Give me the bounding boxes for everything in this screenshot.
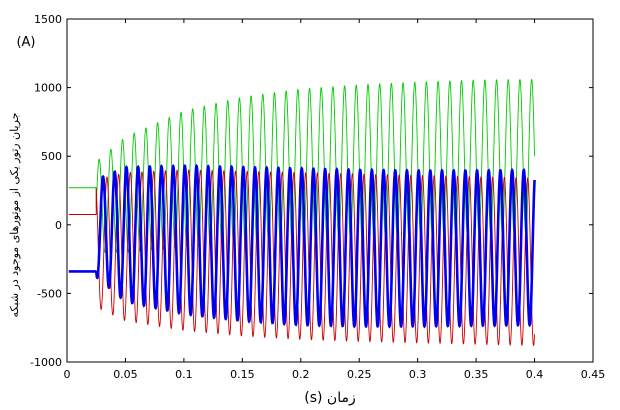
y-tick-label: -500 [37, 287, 62, 300]
series-line-3 [68, 163, 536, 329]
axes-box [66, 18, 594, 363]
y-tick-label: 1500 [34, 13, 62, 26]
y-tick-label: -1000 [30, 356, 62, 369]
x-axis-title: (s) زمان [304, 390, 355, 406]
y-tick-label: 0 [55, 219, 62, 232]
y-axis: -1000 -500 0 500 1000 1500 [30, 13, 593, 369]
y-axis-title: جریان رتور یکی از موتورهای موجود در شبکه [8, 113, 21, 318]
x-tick-label: 0.35 [464, 368, 489, 381]
x-tick-label: 0 [64, 368, 71, 381]
x-tick-label: 0.3 [409, 368, 427, 381]
plot-area [68, 78, 536, 347]
y-unit-label: (A) [16, 35, 35, 50]
x-tick-label: 0.15 [230, 368, 255, 381]
y-tick-label: 500 [41, 150, 62, 163]
x-tick-label: 0.45 [581, 368, 606, 381]
x-tick-label: 0.05 [113, 368, 138, 381]
x-tick-label: 0.25 [347, 368, 372, 381]
x-tick-label: 0.1 [175, 368, 193, 381]
x-tick-label: 0.4 [526, 368, 544, 381]
x-axis: 0 0.05 0.1 0.15 0.2 0.25 0.3 0.35 0.4 0.45 [64, 19, 606, 381]
x-tick-label: 0.2 [292, 368, 310, 381]
y-tick-label: 1000 [34, 82, 62, 95]
